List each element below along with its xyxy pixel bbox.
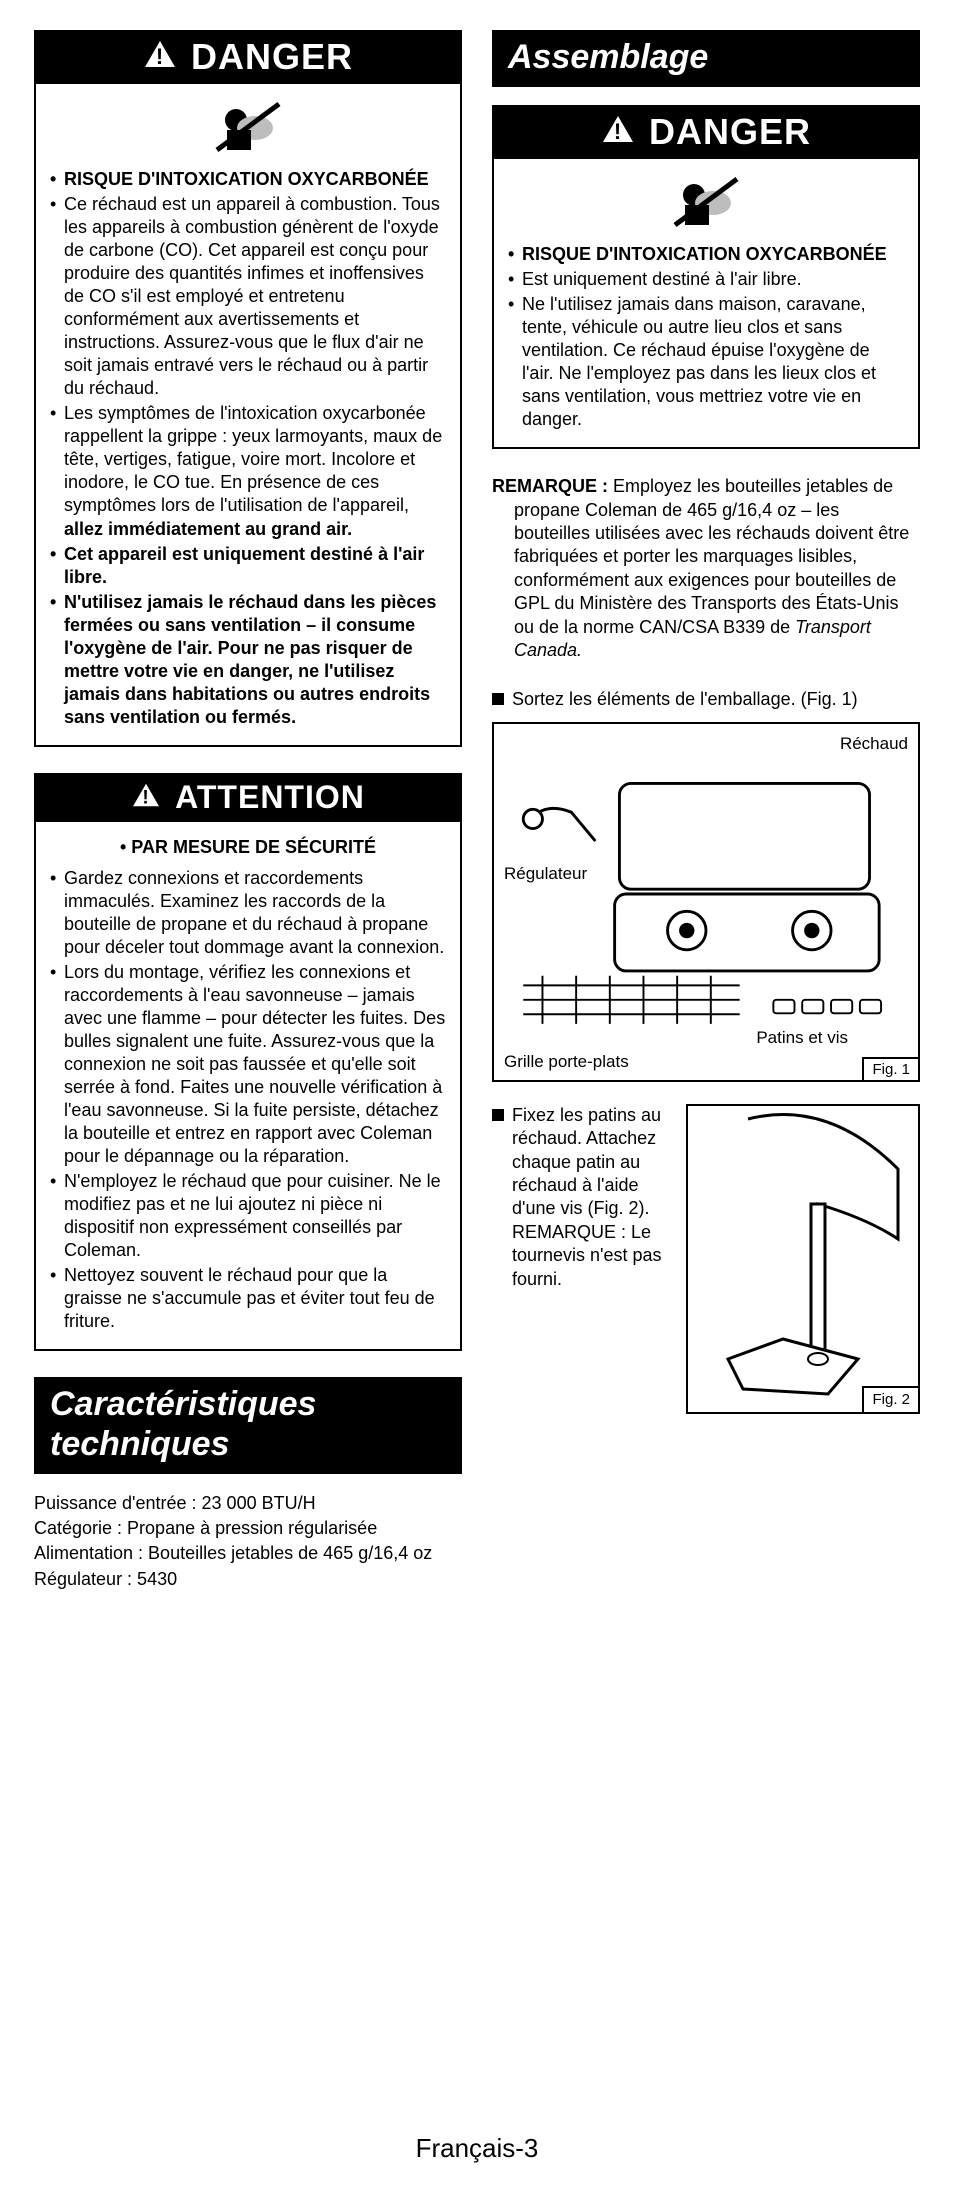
risk-title: RISQUE D'INTOXICATION OXYCARBONÉE (508, 243, 904, 266)
step-2-text: Fixez les patins au réchaud. Attachez ch… (512, 1104, 672, 1291)
danger-bullet-2: Ne l'utilisez jamais dans maison, carava… (508, 293, 904, 431)
danger-label: DANGER (649, 111, 811, 153)
danger-box-left: ! DANGER RISQUE D'INTOXICATION (34, 30, 462, 747)
danger-bullets-left: RISQUE D'INTOXICATION OXYCARBONÉE Ce réc… (50, 168, 446, 729)
square-bullet-icon (492, 1109, 504, 1121)
warning-triangle-icon: ! (143, 36, 177, 78)
danger-body-right: RISQUE D'INTOXICATION OXYCARBONÉE Est un… (494, 159, 918, 447)
fig1-illustration (504, 754, 908, 1034)
spec-line-2: Catégorie : Propane à pression régularis… (34, 1517, 462, 1540)
danger-heading-left: ! DANGER (36, 32, 460, 84)
spec-line-3: Alimentation : Bouteilles jetables de 46… (34, 1542, 462, 1565)
svg-text:!: ! (156, 44, 164, 69)
fig1-regulateur-label: Régulateur (504, 864, 587, 884)
danger-bullet-2: Les symptômes de l'intoxication oxycarbo… (50, 402, 446, 540)
fig1-patins-label: Patins et vis (756, 1028, 848, 1048)
left-column: ! DANGER RISQUE D'INTOXICATION (34, 30, 462, 1593)
co-hazard-icon (508, 175, 904, 235)
danger-body-left: RISQUE D'INTOXICATION OXYCARBONÉE Ce réc… (36, 84, 460, 745)
attention-box: ! ATTENTION • PAR MESURE DE SÉCURITÉ Gar… (34, 773, 462, 1352)
attention-subtitle: • PAR MESURE DE SÉCURITÉ (50, 836, 446, 859)
danger-bullet-1: Ce réchaud est un appareil à combustion.… (50, 193, 446, 400)
remark-block: REMARQUE : Employez les bouteilles jetab… (492, 475, 920, 662)
danger-heading-right: ! DANGER (494, 107, 918, 159)
svg-text:!: ! (614, 119, 622, 144)
two-column-layout: ! DANGER RISQUE D'INTOXICATION (34, 30, 920, 1593)
danger-bullet-1: Est uniquement destiné à l'air libre. (508, 268, 904, 291)
attention-body: • PAR MESURE DE SÉCURITÉ Gardez connexio… (36, 822, 460, 1350)
specs-block: Puissance d'entrée : 23 000 BTU/H Catégo… (34, 1492, 462, 1592)
fig1-grille-label: Grille porte-plats (504, 1052, 629, 1072)
figure-1: Réchaud (492, 722, 920, 1082)
attention-label: ATTENTION (175, 779, 365, 816)
attention-bullet-3: N'employez le réchaud que pour cuisiner.… (50, 1170, 446, 1262)
spec-line-1: Puissance d'entrée : 23 000 BTU/H (34, 1492, 462, 1515)
figure-2: Fig. 2 (686, 1104, 920, 1414)
attention-bullet-1: Gardez connexions et raccordements immac… (50, 867, 446, 959)
attention-heading: ! ATTENTION (36, 775, 460, 822)
square-bullet-icon (492, 693, 504, 705)
danger-box-right: ! DANGER RISQUE D'INTOXICATION (492, 105, 920, 449)
attention-bullets: Gardez connexions et raccordements immac… (50, 867, 446, 1334)
svg-text:!: ! (143, 787, 150, 807)
remark-label: REMARQUE : (492, 476, 608, 496)
warning-triangle-icon: ! (131, 779, 161, 816)
fig2-label: Fig. 2 (862, 1386, 918, 1412)
step-2-row: Fixez les patins au réchaud. Attachez ch… (492, 1104, 920, 1436)
assemblage-heading: Assemblage (492, 30, 920, 87)
step-1-text: Sortez les éléments de l'emballage. (Fig… (512, 688, 858, 711)
danger-bullet-4: N'utilisez jamais le réchaud dans les pi… (50, 591, 446, 729)
step-1: Sortez les éléments de l'emballage. (Fig… (492, 688, 920, 711)
page: ! DANGER RISQUE D'INTOXICATION (0, 0, 954, 2204)
fig1-rechaud-label: Réchaud (504, 734, 908, 754)
danger-bullets-right: RISQUE D'INTOXICATION OXYCARBONÉE Est un… (508, 243, 904, 431)
fig2-illustration (688, 1106, 918, 1412)
co-hazard-icon (50, 100, 446, 160)
specs-heading: Caractéristiques techniques (34, 1377, 462, 1473)
attention-bullet-4: Nettoyez souvent le réchaud pour que la … (50, 1264, 446, 1333)
right-column: Assemblage ! DANGER (492, 30, 920, 1593)
danger-bullet-3: Cet appareil est uniquement destiné à l'… (50, 543, 446, 589)
page-footer: Français-3 (34, 2133, 920, 2164)
remark-indent: propane Coleman de 465 g/16,4 oz – les b… (492, 499, 920, 663)
warning-triangle-icon: ! (601, 111, 635, 153)
danger-label: DANGER (191, 36, 353, 78)
spec-line-4: Régulateur : 5430 (34, 1568, 462, 1591)
fig1-label: Fig. 1 (862, 1057, 918, 1080)
attention-bullet-2: Lors du montage, vérifiez les connexions… (50, 961, 446, 1168)
risk-title: RISQUE D'INTOXICATION OXYCARBONÉE (50, 168, 446, 191)
remark-first: Employez les bouteilles jetables de (608, 476, 893, 496)
